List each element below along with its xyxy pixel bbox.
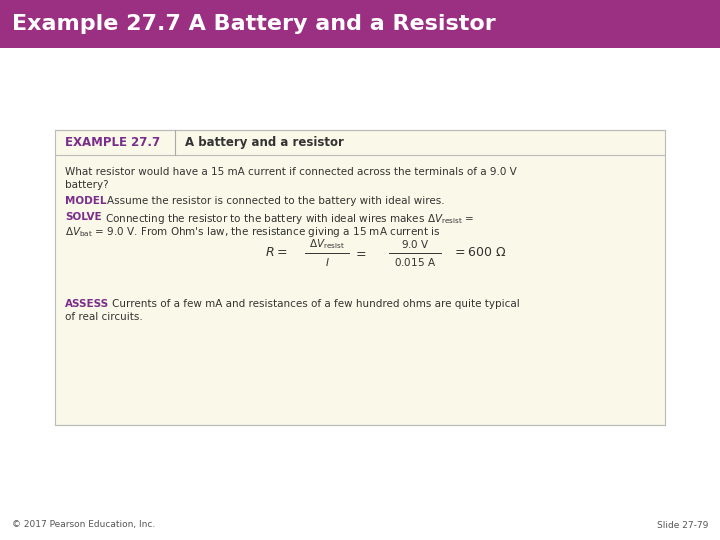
Text: Example 27.7 A Battery and a Resistor: Example 27.7 A Battery and a Resistor bbox=[12, 14, 496, 34]
Text: $\Delta V_{\rm bat}$ = 9.0 V. From Ohm's law, the resistance giving a 15 mA curr: $\Delta V_{\rm bat}$ = 9.0 V. From Ohm's… bbox=[65, 225, 441, 239]
Text: Connecting the resistor to the battery with ideal wires makes $\Delta V_{\rm res: Connecting the resistor to the battery w… bbox=[105, 212, 474, 226]
Text: $\Delta V_{\rm resist}$: $\Delta V_{\rm resist}$ bbox=[309, 237, 345, 251]
Text: ASSESS: ASSESS bbox=[65, 299, 109, 309]
FancyBboxPatch shape bbox=[55, 130, 665, 425]
Text: $9.0\ \rm V$: $9.0\ \rm V$ bbox=[400, 238, 429, 250]
Text: Assume the resistor is connected to the battery with ideal wires.: Assume the resistor is connected to the … bbox=[107, 196, 445, 206]
Text: What resistor would have a 15 mA current if connected across the terminals of a : What resistor would have a 15 mA current… bbox=[65, 167, 517, 177]
Text: battery?: battery? bbox=[65, 180, 109, 190]
Text: Slide 27-79: Slide 27-79 bbox=[657, 521, 708, 530]
Text: SOLVE: SOLVE bbox=[65, 212, 102, 222]
Text: A battery and a resistor: A battery and a resistor bbox=[185, 136, 344, 149]
Text: $R =$: $R =$ bbox=[265, 246, 287, 260]
Text: EXAMPLE 27.7: EXAMPLE 27.7 bbox=[65, 136, 160, 149]
Text: of real circuits.: of real circuits. bbox=[65, 312, 143, 322]
Text: $0.015\ \rm A$: $0.015\ \rm A$ bbox=[394, 256, 436, 268]
Text: $= 600\ \Omega$: $= 600\ \Omega$ bbox=[452, 246, 506, 260]
Text: © 2017 Pearson Education, Inc.: © 2017 Pearson Education, Inc. bbox=[12, 521, 156, 530]
Text: Currents of a few mA and resistances of a few hundred ohms are quite typical: Currents of a few mA and resistances of … bbox=[112, 299, 520, 309]
Text: $I$: $I$ bbox=[325, 256, 329, 268]
Text: $=$: $=$ bbox=[353, 246, 367, 260]
Text: MODEL: MODEL bbox=[65, 196, 107, 206]
FancyBboxPatch shape bbox=[0, 0, 720, 48]
